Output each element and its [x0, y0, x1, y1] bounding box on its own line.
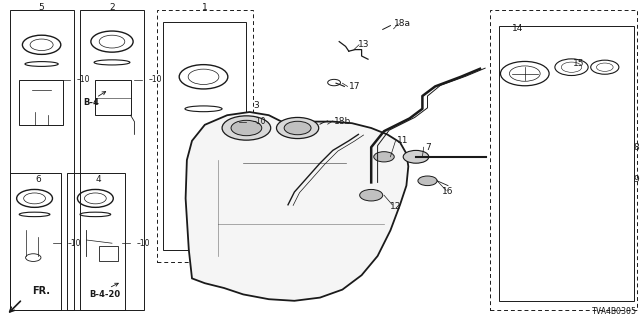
Circle shape: [222, 116, 271, 140]
Text: 9: 9: [634, 175, 639, 184]
Text: 15: 15: [573, 60, 584, 68]
Bar: [19, 80, 63, 125]
Text: B-4-20: B-4-20: [90, 290, 121, 299]
Text: 4: 4: [96, 175, 102, 184]
Text: 1: 1: [202, 4, 207, 12]
Text: –10: –10: [67, 239, 81, 248]
Text: 18b: 18b: [334, 117, 351, 126]
Text: –10: –10: [148, 76, 162, 84]
Circle shape: [231, 120, 262, 136]
Text: 5: 5: [39, 4, 44, 12]
Circle shape: [418, 176, 437, 186]
Circle shape: [284, 121, 311, 135]
Text: 11: 11: [397, 136, 408, 145]
Text: B-4: B-4: [83, 98, 99, 107]
Circle shape: [276, 117, 319, 139]
Bar: [95, 80, 131, 115]
Text: 2: 2: [109, 4, 115, 12]
Text: 6: 6: [35, 175, 41, 184]
Circle shape: [403, 150, 429, 163]
Text: 8: 8: [634, 143, 639, 152]
Circle shape: [374, 152, 394, 162]
Text: 7: 7: [426, 143, 431, 152]
Text: –10: –10: [253, 117, 266, 126]
Text: TVA4B0305: TVA4B0305: [592, 307, 637, 316]
Text: –10: –10: [77, 76, 90, 84]
Text: –10: –10: [136, 239, 150, 248]
Text: 18a: 18a: [394, 20, 411, 28]
Text: 14: 14: [512, 24, 524, 33]
Text: FR.: FR.: [32, 286, 50, 296]
Text: 12: 12: [390, 202, 402, 211]
Circle shape: [360, 189, 383, 201]
Polygon shape: [186, 112, 408, 301]
Text: 13: 13: [358, 40, 370, 49]
Text: 3: 3: [253, 101, 259, 110]
Bar: [99, 246, 118, 261]
Text: 17: 17: [349, 82, 360, 91]
Text: 16: 16: [442, 188, 453, 196]
